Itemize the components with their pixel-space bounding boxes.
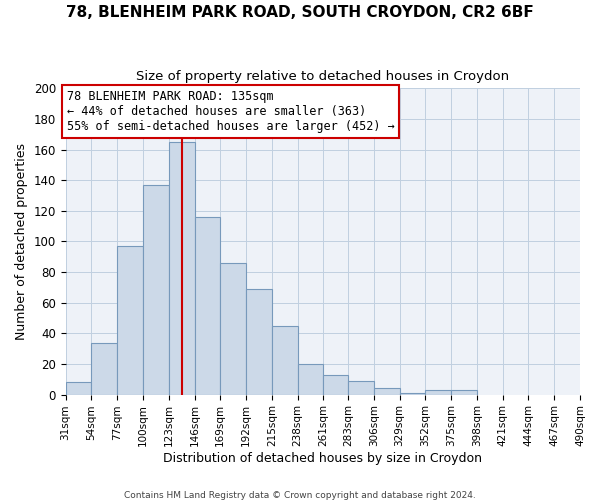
Bar <box>348 381 374 394</box>
Bar <box>220 263 246 394</box>
Bar <box>65 382 91 394</box>
Bar <box>169 142 194 395</box>
Bar <box>451 390 477 394</box>
Text: Contains HM Land Registry data © Crown copyright and database right 2024.: Contains HM Land Registry data © Crown c… <box>124 490 476 500</box>
Bar <box>117 246 143 394</box>
Bar <box>298 364 323 394</box>
Bar <box>246 289 272 395</box>
Bar <box>425 390 451 394</box>
Y-axis label: Number of detached properties: Number of detached properties <box>15 143 28 340</box>
Bar <box>272 326 298 394</box>
Title: Size of property relative to detached houses in Croydon: Size of property relative to detached ho… <box>136 70 509 83</box>
Bar <box>91 342 117 394</box>
X-axis label: Distribution of detached houses by size in Croydon: Distribution of detached houses by size … <box>163 452 482 465</box>
Text: 78, BLENHEIM PARK ROAD, SOUTH CROYDON, CR2 6BF: 78, BLENHEIM PARK ROAD, SOUTH CROYDON, C… <box>66 5 534 20</box>
Bar <box>143 185 169 394</box>
Text: 78 BLENHEIM PARK ROAD: 135sqm
← 44% of detached houses are smaller (363)
55% of : 78 BLENHEIM PARK ROAD: 135sqm ← 44% of d… <box>67 90 395 133</box>
Bar <box>323 374 348 394</box>
Bar <box>374 388 400 394</box>
Bar <box>400 393 425 394</box>
Bar <box>194 217 220 394</box>
